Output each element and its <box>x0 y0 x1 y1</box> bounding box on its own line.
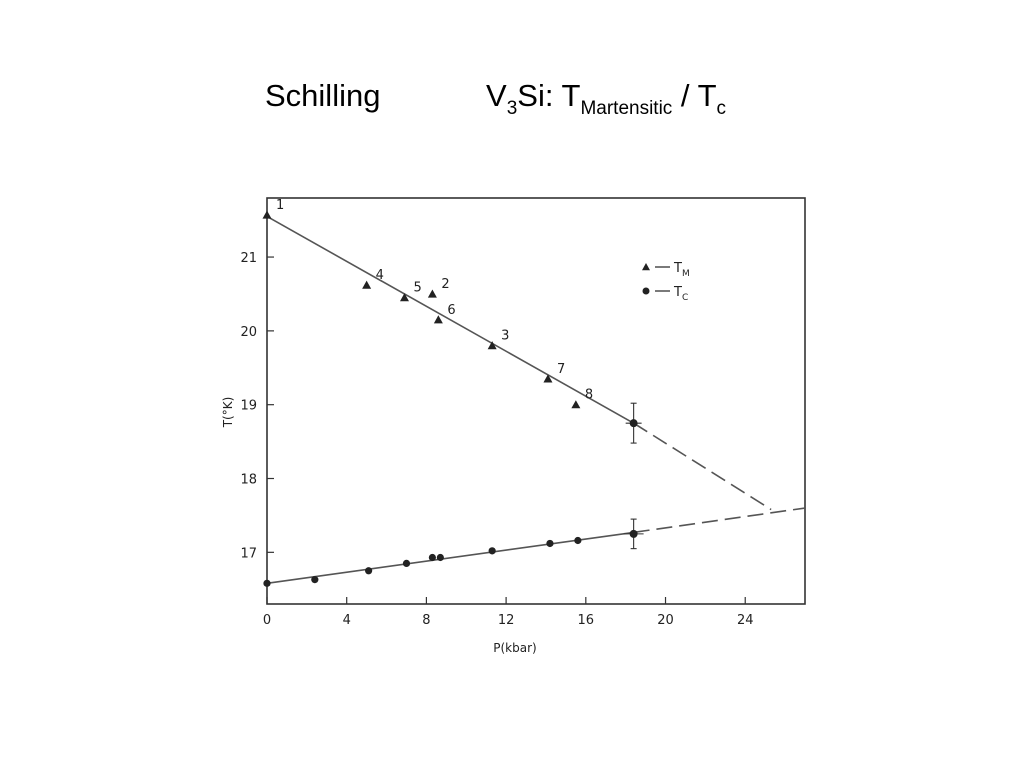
legend-label: TM <box>673 261 690 279</box>
fit-line-TM <box>266 215 635 424</box>
point-label: 8 <box>585 388 593 403</box>
x-tick-label: 4 <box>343 613 351 628</box>
y-tick-label: 20 <box>240 325 257 340</box>
data-point-TM <box>543 374 553 383</box>
title-formula: V3Si: TMartensitic / Tc <box>486 78 726 118</box>
title-sub: 3 <box>506 98 518 119</box>
data-point-TM <box>362 280 372 289</box>
data-point-TC <box>488 547 496 555</box>
y-tick-label: 19 <box>240 399 257 414</box>
title-part: / T <box>672 78 717 113</box>
title-author: Schilling <box>265 78 381 113</box>
y-axis-label: T(°K) <box>221 397 235 429</box>
fit-extrapolation-TC <box>633 507 806 534</box>
fit-line-TC <box>266 531 634 585</box>
y-tick-label: 18 <box>240 473 257 488</box>
title-part: V <box>486 78 507 113</box>
x-axis-label: P(kbar) <box>493 641 536 655</box>
legend-marker-circle <box>642 287 650 295</box>
error-bar-point <box>629 529 638 538</box>
x-tick-label: 16 <box>578 613 595 628</box>
title-sub: Martensitic <box>580 98 673 119</box>
y-tick-label: 17 <box>240 546 257 561</box>
point-label: 2 <box>441 277 449 292</box>
title-sub: c <box>716 98 727 119</box>
point-label: 6 <box>447 303 455 318</box>
data-point-TM <box>571 400 581 409</box>
x-tick-label: 20 <box>657 613 674 628</box>
point-label: 7 <box>557 362 565 377</box>
data-point-TM <box>262 210 272 219</box>
data-point-TC <box>574 536 582 545</box>
data-point-TC <box>436 553 444 562</box>
legend-marker-triangle <box>642 263 650 271</box>
data-point-TC <box>402 559 411 568</box>
slide-title: Schilling V3Si: TMartensitic / Tc <box>0 78 1024 138</box>
plot-frame <box>266 197 806 605</box>
data-point-TC <box>428 553 436 562</box>
error-bar-point <box>629 419 638 428</box>
point-label: 4 <box>376 268 384 283</box>
title-part: Si: T <box>517 78 581 113</box>
x-tick-label: 0 <box>263 613 271 628</box>
x-tick-label: 24 <box>737 613 754 628</box>
fit-extrapolation-TM <box>633 422 772 511</box>
data-point-TC <box>365 567 373 575</box>
point-label: 1 <box>276 198 284 213</box>
data-point-TM <box>433 315 443 324</box>
data-point-TM <box>487 341 497 350</box>
data-point-TC <box>263 579 271 587</box>
legend-label-sub: M <box>682 269 690 279</box>
x-tick-label: 8 <box>422 613 430 628</box>
y-tick-label: 21 <box>240 251 257 266</box>
data-point-TC <box>311 576 319 584</box>
point-label: 5 <box>413 281 421 296</box>
legend-label-sub: C <box>682 293 688 303</box>
legend-label: TC <box>673 285 688 303</box>
data-point-TM <box>399 293 409 302</box>
point-label: 3 <box>501 329 509 344</box>
x-tick-label: 12 <box>498 613 515 628</box>
data-point-TC <box>546 539 554 548</box>
data-point-TM <box>427 289 437 298</box>
